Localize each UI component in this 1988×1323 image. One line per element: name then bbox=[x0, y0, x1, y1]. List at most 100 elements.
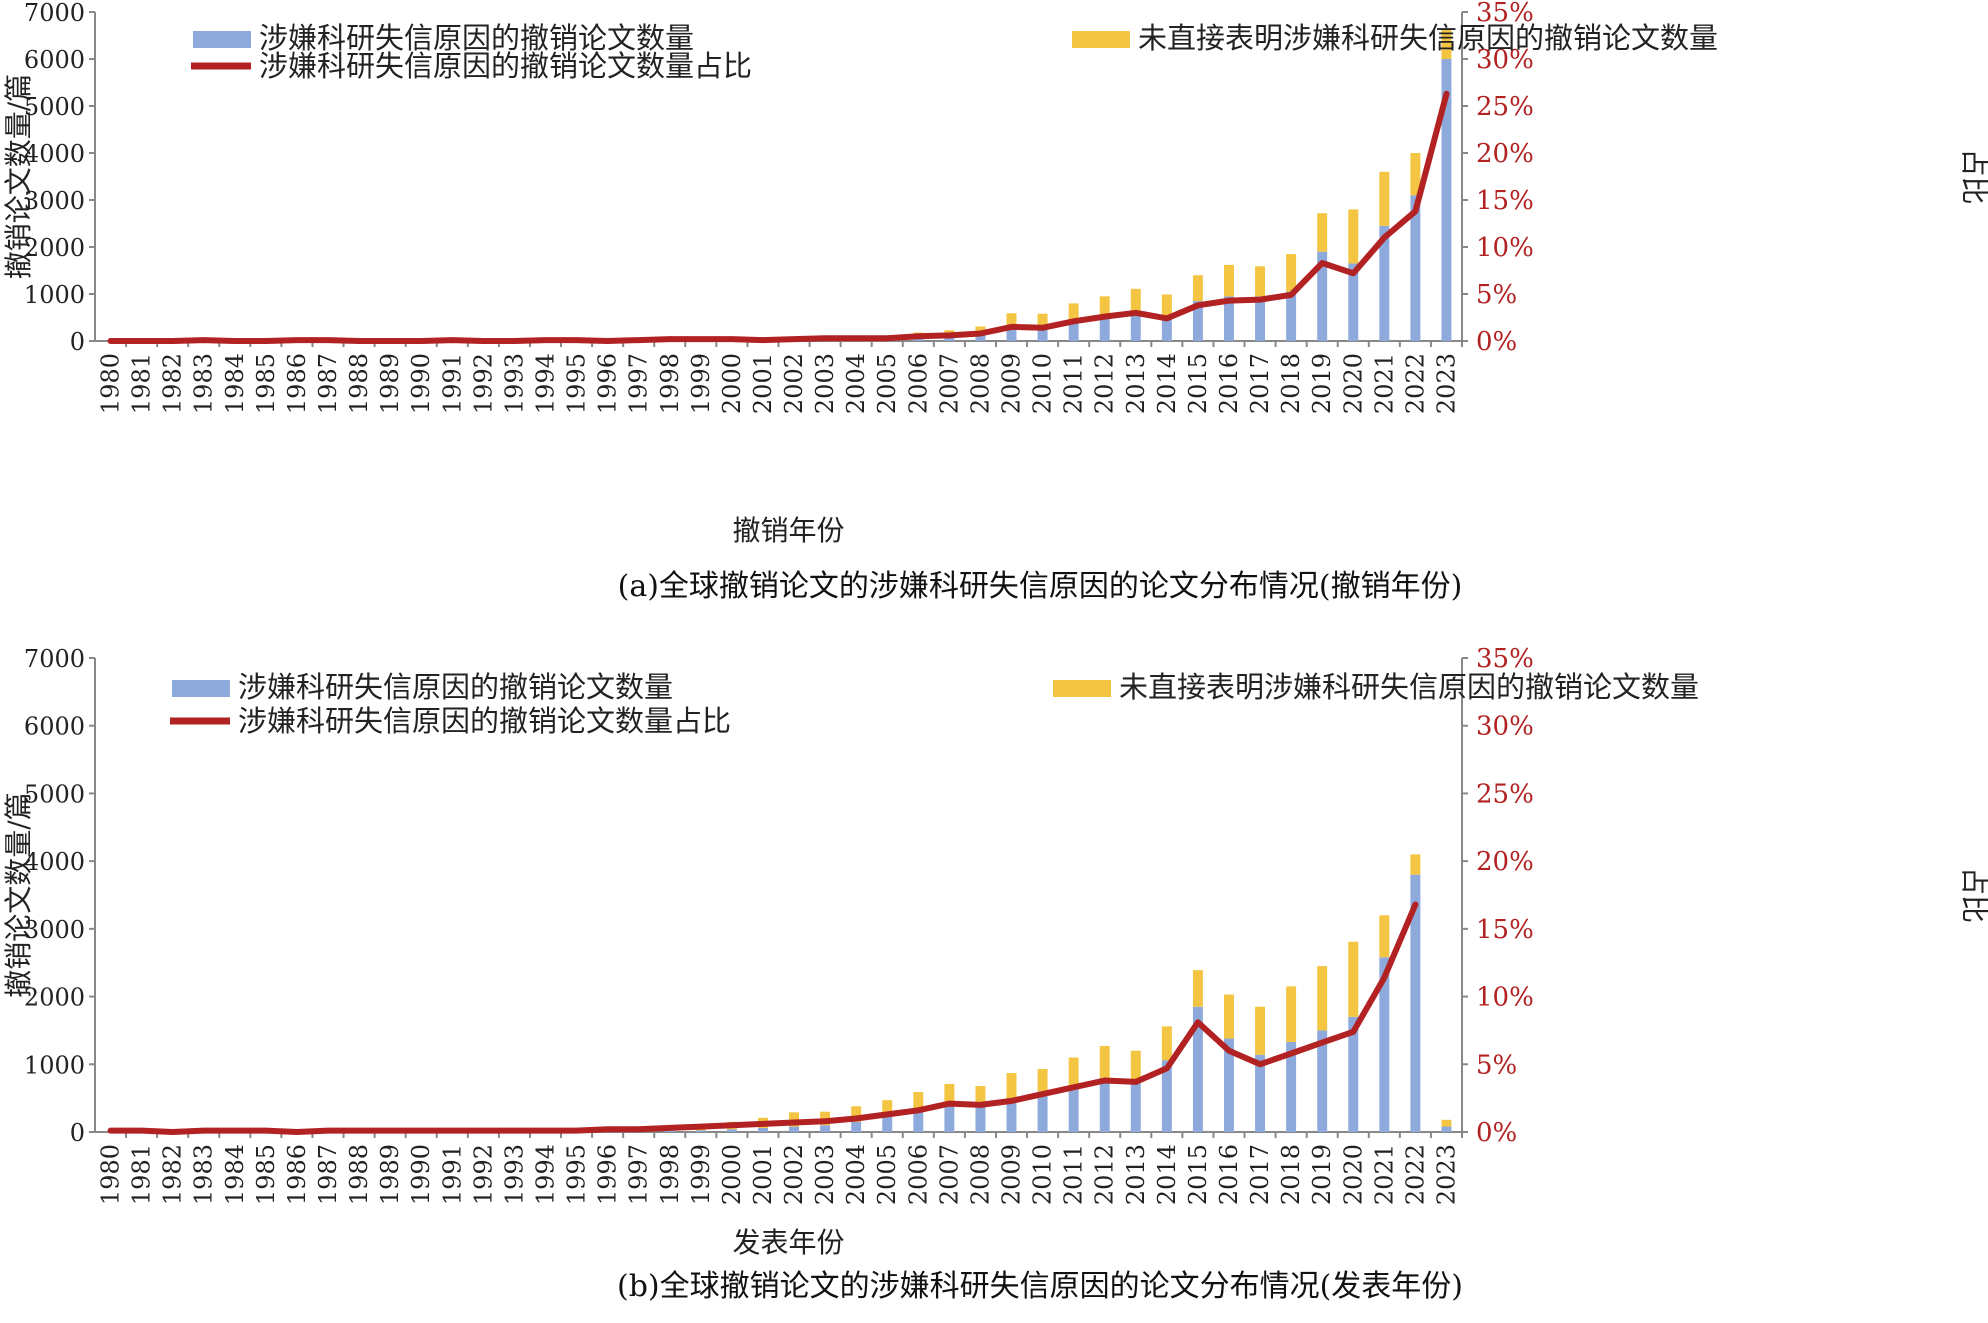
x-tick-label: 2014 bbox=[1153, 1144, 1181, 1205]
legend-swatch-yellow bbox=[1053, 680, 1111, 697]
line-point-2021 bbox=[1384, 977, 1385, 978]
line-point-1994 bbox=[545, 1130, 546, 1131]
x-tick-label: 1991 bbox=[438, 353, 466, 414]
line-point-2003 bbox=[825, 338, 826, 339]
x-tick-label: 2007 bbox=[935, 1144, 963, 1205]
x-axis-title: 撤销年份 bbox=[732, 514, 844, 547]
line-point-2017 bbox=[1260, 299, 1261, 300]
line-share-series bbox=[111, 94, 1447, 341]
line-point-1992 bbox=[483, 1130, 484, 1131]
bar-blue-2007 bbox=[944, 1105, 954, 1132]
x-tick-label: 2009 bbox=[998, 353, 1026, 414]
x-tick-label: 2019 bbox=[1308, 1144, 1336, 1205]
y2-tick-label: 5% bbox=[1476, 1050, 1517, 1080]
line-point-2016 bbox=[1229, 1050, 1230, 1051]
y2-tick-label: 0% bbox=[1476, 327, 1517, 357]
x-tick-label: 1994 bbox=[531, 353, 559, 414]
y-tick-label: 6000 bbox=[24, 713, 85, 741]
line-point-2007 bbox=[949, 1103, 950, 1104]
x-tick-label: 1981 bbox=[128, 353, 156, 414]
x-tick-label: 2023 bbox=[1432, 353, 1460, 414]
line-point-2002 bbox=[794, 1122, 795, 1123]
line-point-2000 bbox=[731, 1125, 732, 1126]
bar-blue-2002 bbox=[789, 1127, 799, 1132]
y2-tick-label: 20% bbox=[1476, 139, 1534, 169]
x-tick-label: 2004 bbox=[842, 353, 870, 414]
x-tick-label: 2015 bbox=[1184, 1144, 1212, 1205]
bar-yellow-2010 bbox=[1038, 1069, 1048, 1091]
x-tick-label: 1998 bbox=[656, 1144, 684, 1205]
x-tick-label: 1999 bbox=[687, 353, 715, 414]
bar-yellow-2019 bbox=[1317, 213, 1327, 252]
legend-label-blue: 涉嫌科研失信原因的撤销论文数量 bbox=[238, 670, 673, 704]
line-point-1997 bbox=[638, 1129, 639, 1130]
x-tick-label: 1984 bbox=[221, 1144, 249, 1205]
legend-label-line: 涉嫌科研失信原因的撤销论文数量占比 bbox=[259, 49, 752, 83]
line-point-1993 bbox=[514, 341, 515, 342]
line-point-2009 bbox=[1011, 1100, 1012, 1101]
bar-blue-2011 bbox=[1069, 1086, 1079, 1132]
x-tick-label: 1996 bbox=[594, 353, 622, 414]
x-tick-label: 1983 bbox=[190, 353, 218, 414]
line-point-2017 bbox=[1260, 1064, 1261, 1065]
line-point-1991 bbox=[452, 340, 453, 341]
bar-yellow-2016 bbox=[1224, 995, 1234, 1039]
line-point-2022 bbox=[1415, 211, 1416, 212]
x-tick-label: 1985 bbox=[252, 353, 280, 414]
y2-tick-label: 30% bbox=[1476, 712, 1534, 742]
line-point-1992 bbox=[483, 341, 484, 342]
chart-panel-b: 010002000300040005000600070000%5%10%15%2… bbox=[2, 644, 1988, 1304]
bar-yellow-2022 bbox=[1410, 854, 1420, 874]
bar-blue-2018 bbox=[1286, 292, 1296, 341]
line-point-1994 bbox=[545, 340, 546, 341]
line-point-1996 bbox=[607, 1129, 608, 1130]
x-tick-label: 2005 bbox=[873, 1144, 901, 1205]
x-tick-label: 2022 bbox=[1401, 1144, 1429, 1205]
line-point-1991 bbox=[452, 1130, 453, 1131]
y-tick-label: 6000 bbox=[24, 46, 85, 74]
x-tick-label: 2020 bbox=[1339, 1144, 1367, 1205]
line-point-2020 bbox=[1353, 273, 1354, 274]
y2-tick-label: 10% bbox=[1476, 983, 1534, 1013]
line-point-1988 bbox=[359, 341, 360, 342]
bar-yellow-2020 bbox=[1348, 942, 1358, 1017]
x-tick-label: 1991 bbox=[438, 1144, 466, 1205]
x-tick-label: 2010 bbox=[1029, 1144, 1057, 1205]
x-tick-label: 1982 bbox=[159, 1144, 187, 1205]
legend-swatch-blue bbox=[172, 680, 230, 697]
y2-tick-label: 0% bbox=[1476, 1118, 1517, 1148]
y2-axis-title: 占比 bbox=[1958, 148, 1988, 204]
bar-blue-2023 bbox=[1441, 1127, 1451, 1132]
y2-tick-label: 25% bbox=[1476, 92, 1534, 122]
bar-yellow-2018 bbox=[1286, 986, 1296, 1042]
bar-yellow-2008 bbox=[975, 1086, 985, 1103]
x-tick-label: 2011 bbox=[1060, 1144, 1088, 1205]
x-tick-label: 1981 bbox=[128, 1144, 156, 1205]
x-tick-label: 1989 bbox=[376, 1144, 404, 1205]
line-point-1990 bbox=[421, 341, 422, 342]
y2-tick-label: 20% bbox=[1476, 847, 1534, 877]
bar-yellow-2012 bbox=[1100, 296, 1110, 315]
bar-blue-2000 bbox=[727, 1129, 737, 1132]
x-tick-label: 1997 bbox=[625, 1144, 653, 1205]
bar-yellow-2017 bbox=[1255, 1007, 1265, 1055]
line-point-2008 bbox=[980, 1104, 981, 1105]
bar-yellow-2009 bbox=[1007, 1073, 1017, 1098]
x-tick-label: 1987 bbox=[314, 353, 342, 414]
line-point-2023 bbox=[1446, 93, 1447, 94]
bar-yellow-2012 bbox=[1100, 1046, 1110, 1078]
line-point-2020 bbox=[1353, 1031, 1354, 1032]
line-point-1987 bbox=[328, 340, 329, 341]
x-tick-label: 1983 bbox=[190, 1144, 218, 1205]
line-point-1986 bbox=[296, 340, 297, 341]
bar-blue-2001 bbox=[758, 1128, 768, 1132]
bar-yellow-2015 bbox=[1193, 970, 1203, 1007]
x-tick-label: 2017 bbox=[1246, 353, 1274, 414]
x-tick-label: 2008 bbox=[966, 1144, 994, 1205]
bar-yellow-2021 bbox=[1379, 172, 1389, 226]
line-point-2011 bbox=[1073, 321, 1074, 322]
line-point-1988 bbox=[359, 1130, 360, 1131]
line-point-2010 bbox=[1042, 327, 1043, 328]
